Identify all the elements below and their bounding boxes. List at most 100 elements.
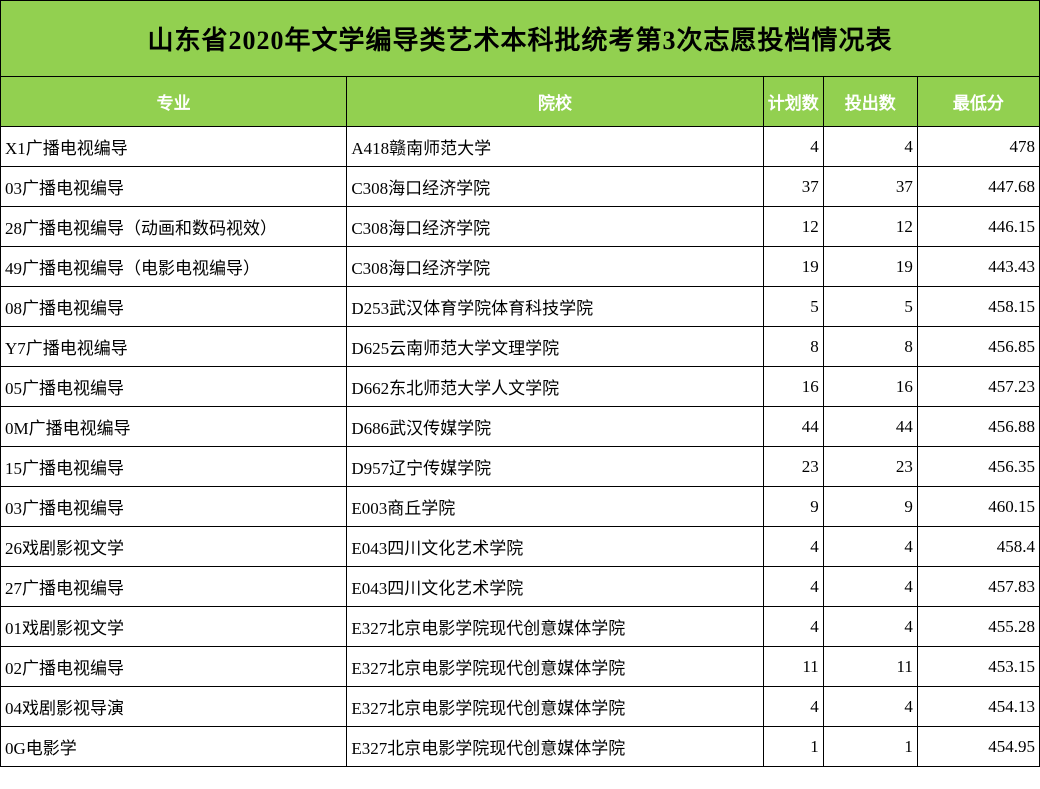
cell-plan: 9 bbox=[763, 487, 823, 527]
cell-major: 49广播电视编导（电影电视编导） bbox=[1, 247, 347, 287]
header-min: 最低分 bbox=[917, 77, 1039, 127]
cell-plan: 4 bbox=[763, 607, 823, 647]
cell-min: 443.43 bbox=[917, 247, 1039, 287]
cell-major: 02广播电视编导 bbox=[1, 647, 347, 687]
cell-plan: 4 bbox=[763, 687, 823, 727]
cell-major: 15广播电视编导 bbox=[1, 447, 347, 487]
cell-min: 458.15 bbox=[917, 287, 1039, 327]
cell-school: D662东北师范大学人文学院 bbox=[347, 367, 763, 407]
cell-plan: 4 bbox=[763, 567, 823, 607]
cell-school: E327北京电影学院现代创意媒体学院 bbox=[347, 647, 763, 687]
cell-out: 8 bbox=[823, 327, 917, 367]
cell-min: 460.15 bbox=[917, 487, 1039, 527]
table-row: 02广播电视编导E327北京电影学院现代创意媒体学院1111453.15 bbox=[1, 647, 1040, 687]
table-row: 08广播电视编导D253武汉体育学院体育科技学院55458.15 bbox=[1, 287, 1040, 327]
header-row: 专业 院校 计划数 投出数 最低分 bbox=[1, 77, 1040, 127]
title-row: 山东省2020年文学编导类艺术本科批统考第3次志愿投档情况表 bbox=[1, 1, 1040, 77]
cell-plan: 11 bbox=[763, 647, 823, 687]
table-row: Y7广播电视编导D625云南师范大学文理学院88456.85 bbox=[1, 327, 1040, 367]
cell-major: 0M广播电视编导 bbox=[1, 407, 347, 447]
cell-school: E003商丘学院 bbox=[347, 487, 763, 527]
header-out: 投出数 bbox=[823, 77, 917, 127]
cell-min: 455.28 bbox=[917, 607, 1039, 647]
cell-min: 447.68 bbox=[917, 167, 1039, 207]
cell-out: 19 bbox=[823, 247, 917, 287]
cell-major: 05广播电视编导 bbox=[1, 367, 347, 407]
cell-out: 37 bbox=[823, 167, 917, 207]
cell-plan: 16 bbox=[763, 367, 823, 407]
cell-min: 456.88 bbox=[917, 407, 1039, 447]
cell-major: 27广播电视编导 bbox=[1, 567, 347, 607]
cell-min: 478 bbox=[917, 127, 1039, 167]
cell-school: A418赣南师范大学 bbox=[347, 127, 763, 167]
cell-plan: 19 bbox=[763, 247, 823, 287]
cell-school: E043四川文化艺术学院 bbox=[347, 527, 763, 567]
cell-out: 4 bbox=[823, 567, 917, 607]
cell-school: E327北京电影学院现代创意媒体学院 bbox=[347, 607, 763, 647]
cell-out: 4 bbox=[823, 127, 917, 167]
cell-min: 457.83 bbox=[917, 567, 1039, 607]
cell-major: 26戏剧影视文学 bbox=[1, 527, 347, 567]
cell-school: E327北京电影学院现代创意媒体学院 bbox=[347, 727, 763, 767]
table-row: 0G电影学E327北京电影学院现代创意媒体学院11454.95 bbox=[1, 727, 1040, 767]
cell-min: 456.35 bbox=[917, 447, 1039, 487]
cell-min: 456.85 bbox=[917, 327, 1039, 367]
cell-school: C308海口经济学院 bbox=[347, 167, 763, 207]
table-row: 26戏剧影视文学E043四川文化艺术学院44458.4 bbox=[1, 527, 1040, 567]
cell-plan: 12 bbox=[763, 207, 823, 247]
cell-plan: 23 bbox=[763, 447, 823, 487]
header-school: 院校 bbox=[347, 77, 763, 127]
cell-min: 454.95 bbox=[917, 727, 1039, 767]
cell-min: 457.23 bbox=[917, 367, 1039, 407]
cell-major: 01戏剧影视文学 bbox=[1, 607, 347, 647]
cell-plan: 37 bbox=[763, 167, 823, 207]
cell-plan: 4 bbox=[763, 527, 823, 567]
table-row: 01戏剧影视文学E327北京电影学院现代创意媒体学院44455.28 bbox=[1, 607, 1040, 647]
cell-major: 28广播电视编导（动画和数码视效） bbox=[1, 207, 347, 247]
table-row: 03广播电视编导E003商丘学院99460.15 bbox=[1, 487, 1040, 527]
table-row: 49广播电视编导（电影电视编导）C308海口经济学院1919443.43 bbox=[1, 247, 1040, 287]
cell-out: 44 bbox=[823, 407, 917, 447]
cell-major: 04戏剧影视导演 bbox=[1, 687, 347, 727]
cell-school: E043四川文化艺术学院 bbox=[347, 567, 763, 607]
cell-school: D957辽宁传媒学院 bbox=[347, 447, 763, 487]
cell-major: 03广播电视编导 bbox=[1, 487, 347, 527]
cell-school: C308海口经济学院 bbox=[347, 207, 763, 247]
table-row: X1广播电视编导A418赣南师范大学44478 bbox=[1, 127, 1040, 167]
cell-out: 5 bbox=[823, 287, 917, 327]
cell-major: 03广播电视编导 bbox=[1, 167, 347, 207]
table-row: 27广播电视编导E043四川文化艺术学院44457.83 bbox=[1, 567, 1040, 607]
cell-plan: 4 bbox=[763, 127, 823, 167]
cell-school: D253武汉体育学院体育科技学院 bbox=[347, 287, 763, 327]
cell-out: 11 bbox=[823, 647, 917, 687]
cell-min: 454.13 bbox=[917, 687, 1039, 727]
cell-min: 453.15 bbox=[917, 647, 1039, 687]
cell-min: 458.4 bbox=[917, 527, 1039, 567]
cell-school: D686武汉传媒学院 bbox=[347, 407, 763, 447]
cell-out: 23 bbox=[823, 447, 917, 487]
table-row: 03广播电视编导C308海口经济学院3737447.68 bbox=[1, 167, 1040, 207]
cell-major: 0G电影学 bbox=[1, 727, 347, 767]
cell-out: 16 bbox=[823, 367, 917, 407]
table-row: 05广播电视编导D662东北师范大学人文学院1616457.23 bbox=[1, 367, 1040, 407]
cell-min: 446.15 bbox=[917, 207, 1039, 247]
cell-school: E327北京电影学院现代创意媒体学院 bbox=[347, 687, 763, 727]
header-major: 专业 bbox=[1, 77, 347, 127]
cell-plan: 8 bbox=[763, 327, 823, 367]
cell-plan: 1 bbox=[763, 727, 823, 767]
cell-out: 12 bbox=[823, 207, 917, 247]
cell-out: 4 bbox=[823, 687, 917, 727]
cell-major: 08广播电视编导 bbox=[1, 287, 347, 327]
table-row: 15广播电视编导D957辽宁传媒学院2323456.35 bbox=[1, 447, 1040, 487]
cell-out: 9 bbox=[823, 487, 917, 527]
table-row: 0M广播电视编导D686武汉传媒学院4444456.88 bbox=[1, 407, 1040, 447]
cell-out: 4 bbox=[823, 527, 917, 567]
cell-school: D625云南师范大学文理学院 bbox=[347, 327, 763, 367]
cell-major: Y7广播电视编导 bbox=[1, 327, 347, 367]
cell-out: 1 bbox=[823, 727, 917, 767]
table-title: 山东省2020年文学编导类艺术本科批统考第3次志愿投档情况表 bbox=[1, 1, 1040, 77]
page-container: 山东省2020年文学编导类艺术本科批统考第3次志愿投档情况表 专业 院校 计划数… bbox=[0, 0, 1040, 789]
table-row: 04戏剧影视导演E327北京电影学院现代创意媒体学院44454.13 bbox=[1, 687, 1040, 727]
cell-major: X1广播电视编导 bbox=[1, 127, 347, 167]
cell-out: 4 bbox=[823, 607, 917, 647]
